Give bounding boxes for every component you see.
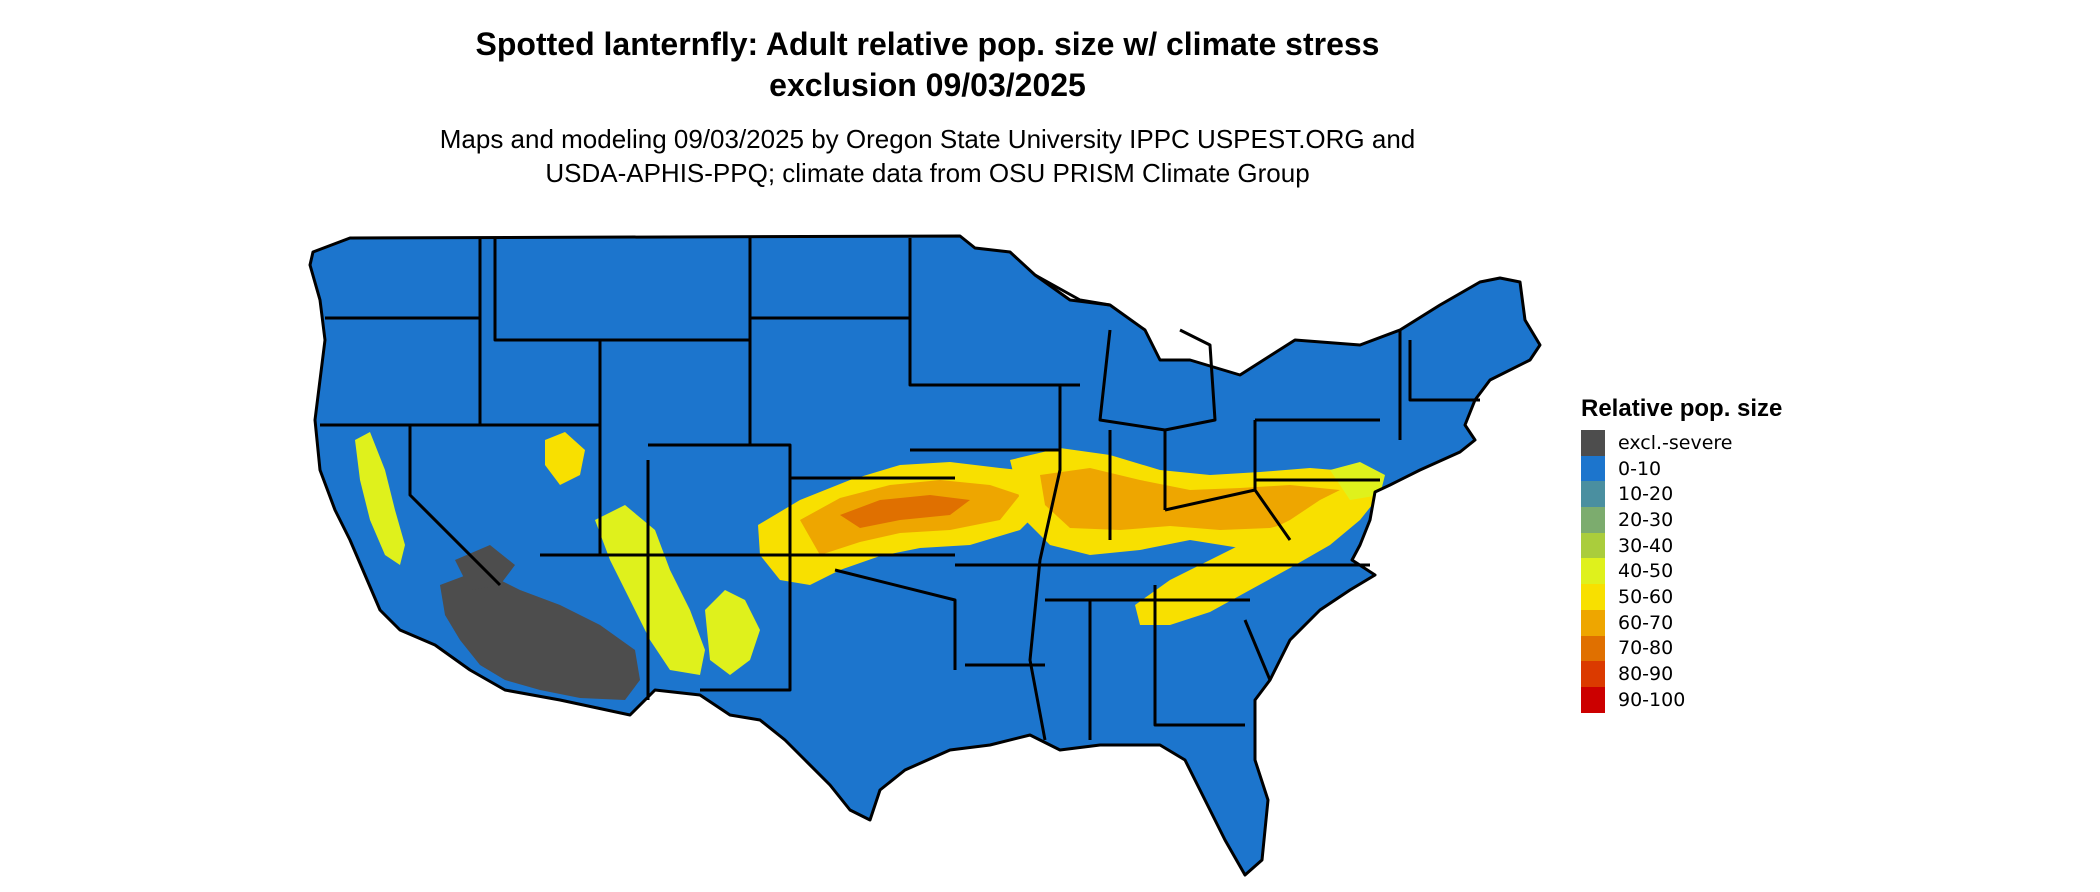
legend-swatch (1581, 430, 1605, 456)
conus-outline (308, 234, 1542, 877)
legend-item: 50-60 (1581, 584, 1782, 610)
legend-label: 90-100 (1618, 688, 1686, 711)
legend-swatch (1581, 609, 1605, 636)
map-body (308, 234, 1542, 877)
border-mn-ia (908, 238, 1080, 387)
legend-swatch (1581, 507, 1605, 533)
legend-label: 10-20 (1618, 483, 1674, 506)
border-new-england (1408, 340, 1480, 402)
legend-items: excl.-severe 0-10 10-20 20-30 30-40 40-50 50-6… (1581, 430, 1782, 713)
border-al-ga (1153, 585, 1245, 727)
border-nm-tx (700, 555, 792, 692)
legend-title: Relative pop. size (1581, 395, 1783, 422)
legend-item: 20-30 (1581, 507, 1782, 533)
hotspot-kansas-peak (840, 495, 970, 528)
legend-swatch (1581, 584, 1605, 610)
border-ok-tx (834, 568, 957, 670)
border-mi-lower (1098, 328, 1217, 432)
legend-item: 0-10 (1581, 455, 1782, 482)
state-borders (308, 234, 1542, 877)
legend-swatch (1581, 481, 1605, 508)
legend-item: 70-80 (1581, 635, 1782, 662)
legend-label: 30-40 (1618, 534, 1674, 557)
legend-item: 60-70 (1581, 609, 1782, 636)
hotspot-ohio-core (1040, 468, 1340, 530)
border-ky-wv (1164, 488, 1292, 541)
legend-item: 80-90 (1581, 661, 1782, 687)
legend-label: 40-50 (1618, 560, 1674, 583)
legend-label: 70-80 (1618, 637, 1674, 660)
legend-label: 80-90 (1618, 663, 1674, 686)
legend-item: 30-40 (1581, 532, 1782, 559)
legend-label: excl.-severe (1618, 431, 1733, 454)
border-sc-ga (1243, 619, 1272, 681)
map-title: Spotted lanternfly: Adult relative pop. … (0, 24, 1855, 106)
border-dakotas-east (748, 238, 790, 447)
legend-label: 60-70 (1618, 611, 1674, 634)
border-montana (493, 238, 602, 425)
legend-label: 50-60 (1618, 585, 1674, 608)
exclusion-zone-southwest (440, 570, 640, 700)
legend-label: 0-10 (1618, 457, 1662, 480)
hotspot-wasatch (545, 432, 585, 485)
map-title-line-1: Spotted lanternfly: Adult relative pop. … (475, 26, 1380, 62)
hotspot-utah-arizona (595, 505, 705, 675)
legend-swatch (1581, 686, 1605, 713)
legend-swatch (1581, 661, 1605, 687)
legend-swatch (1581, 635, 1605, 662)
legend-item: 40-50 (1581, 558, 1782, 585)
border-mississippi (1028, 385, 1062, 741)
hotspot-new-mexico (705, 590, 760, 675)
hotspot-california (355, 432, 405, 565)
map-subtitle-line-2: USDA-APHIS-PPQ; climate data from OSU PR… (545, 158, 1310, 188)
map-subtitle: Maps and modeling 09/03/2025 by Oregon S… (0, 122, 1855, 190)
legend-swatch (1581, 532, 1605, 559)
legend-swatch (1581, 558, 1605, 585)
hotspot-appalachians (1135, 475, 1380, 625)
map-title-line-2: exclusion 09/03/2025 (769, 67, 1086, 103)
border-wi-mi (1034, 273, 1111, 307)
legend-item: excl.-severe (1581, 430, 1782, 456)
legend: Relative pop. size excl.-severe 0-10 10-20… (1581, 394, 1782, 713)
legend-label: 20-30 (1618, 508, 1674, 531)
legend-swatch (1581, 455, 1605, 482)
legend-item: 90-100 (1581, 686, 1782, 713)
border-ca-nv (408, 425, 502, 587)
map-subtitle-line-1: Maps and modeling 09/03/2025 by Oregon S… (439, 124, 1416, 154)
legend-item: 10-20 (1581, 481, 1782, 508)
